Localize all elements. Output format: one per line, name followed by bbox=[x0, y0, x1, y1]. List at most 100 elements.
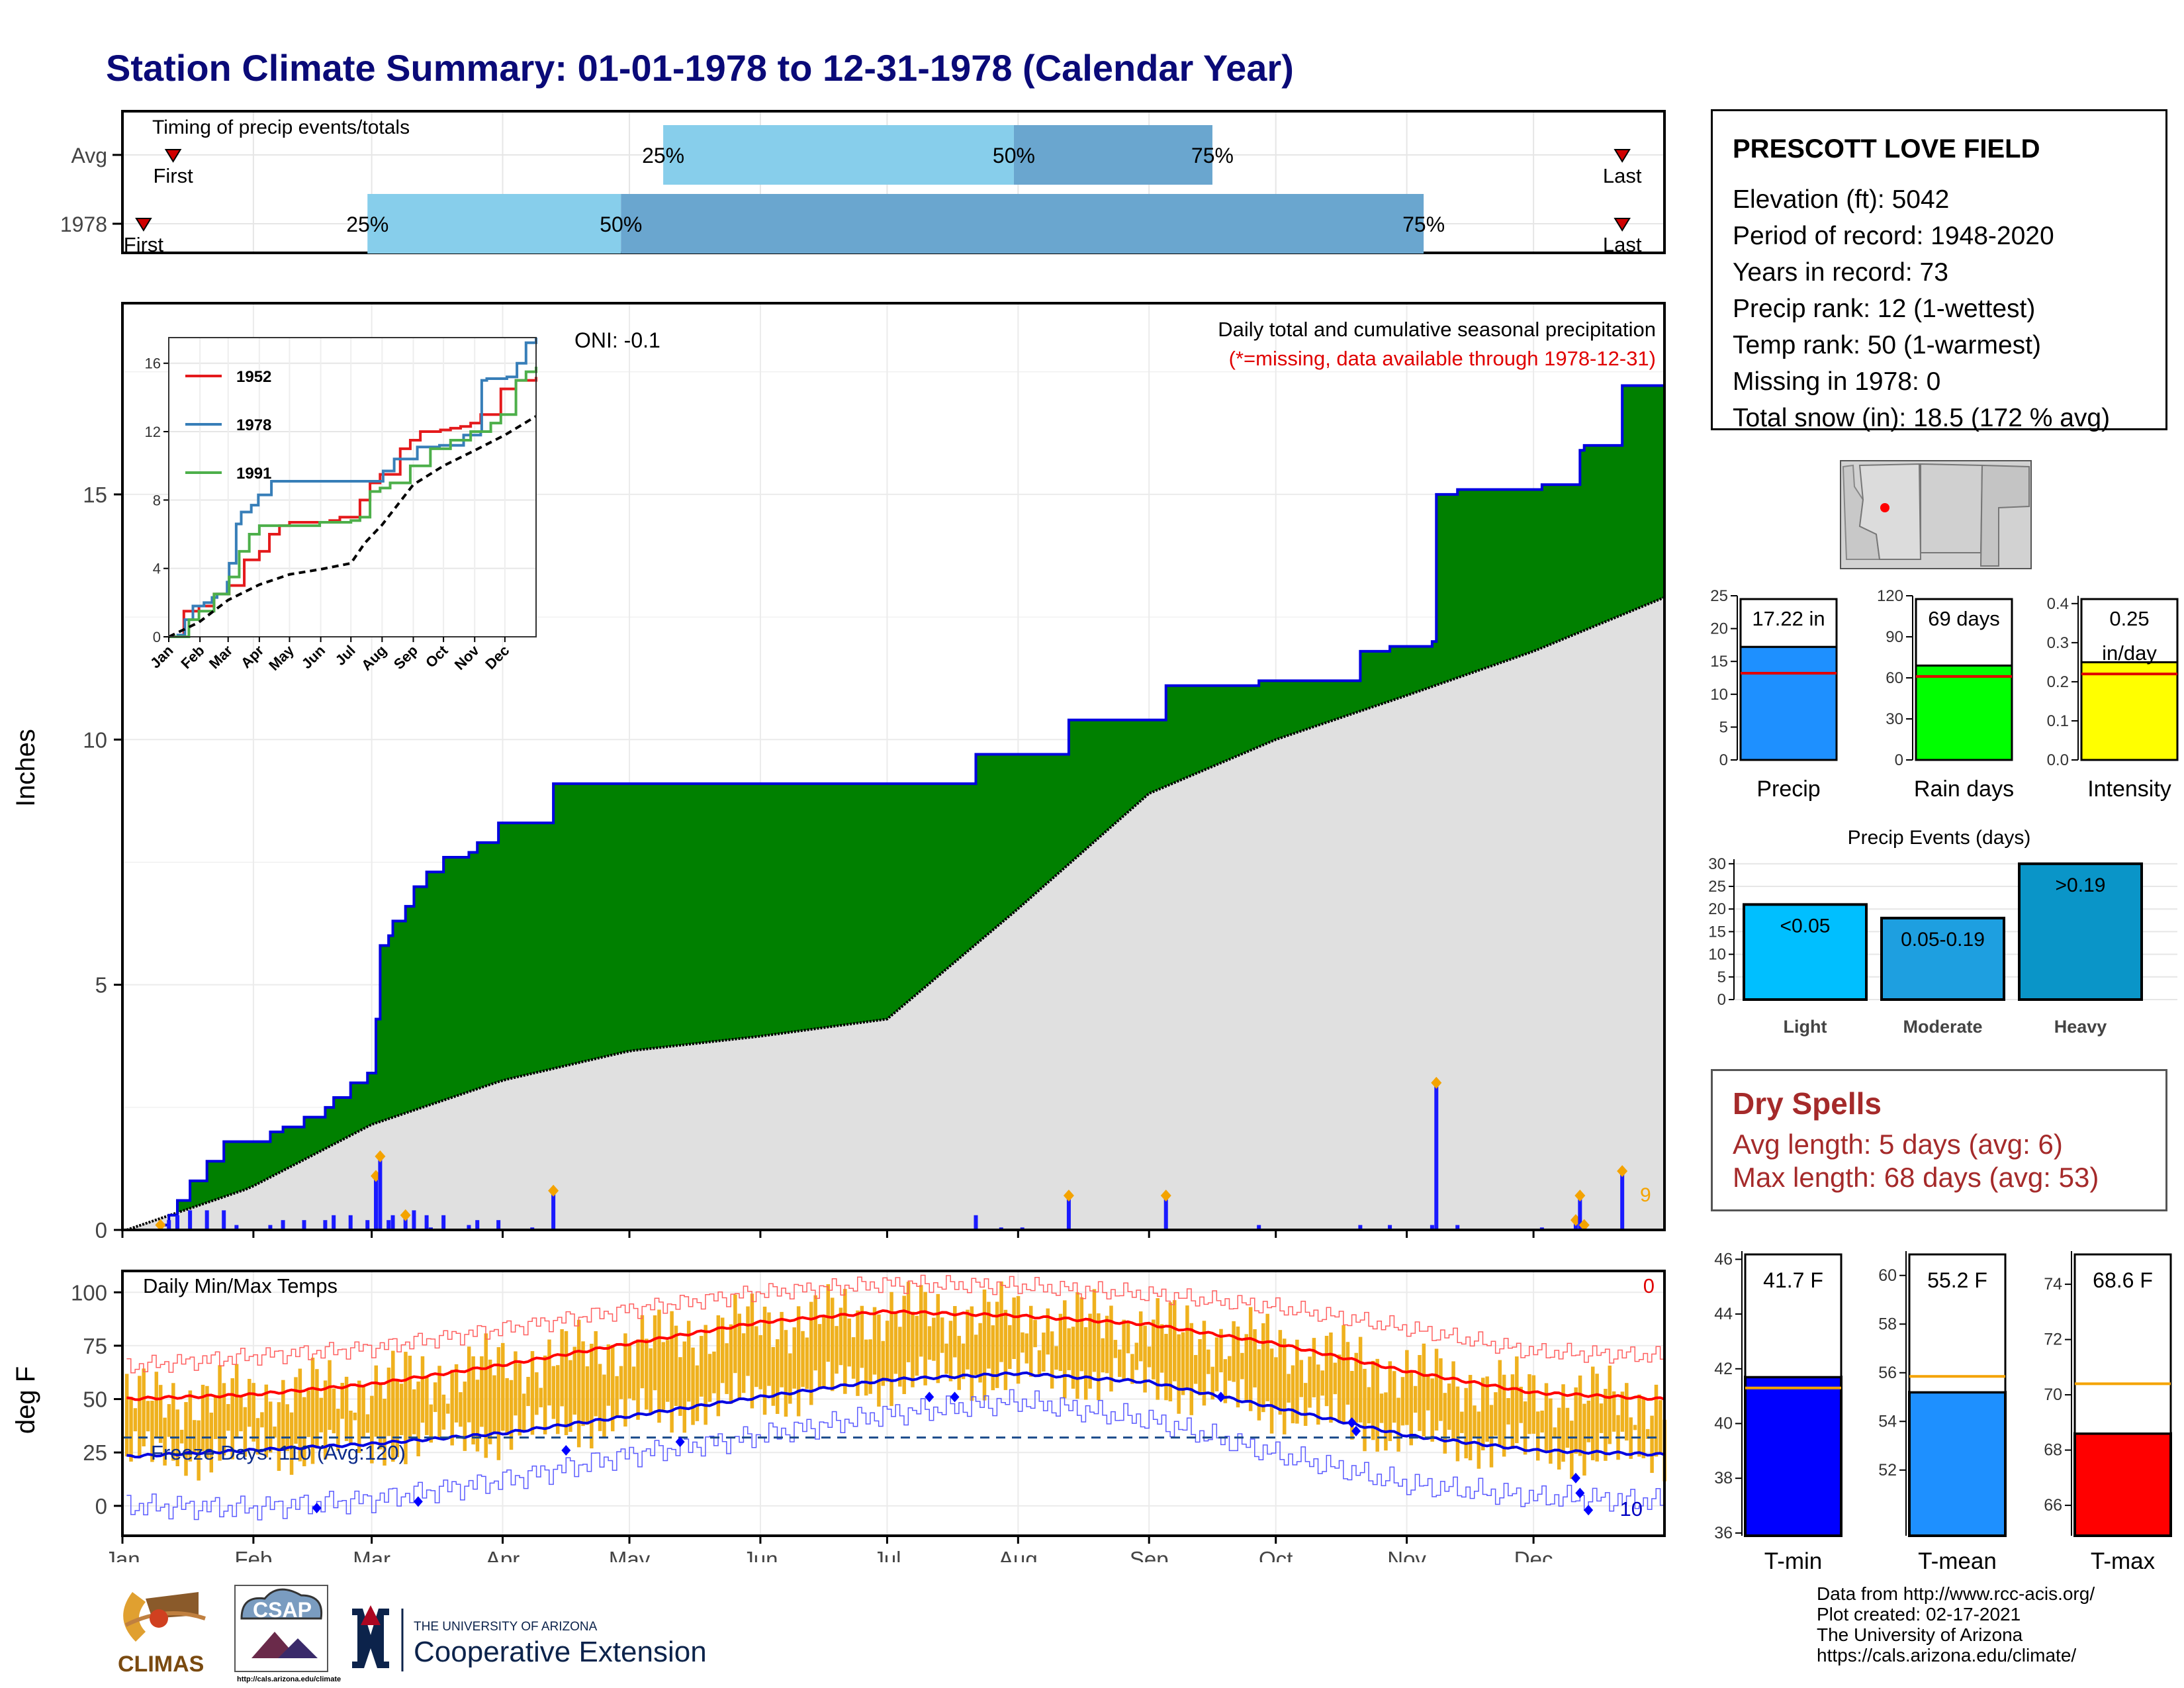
daily-temp-bar bbox=[1122, 1319, 1126, 1380]
events-ytick-label: 20 bbox=[1708, 900, 1726, 918]
daily-temp-bar bbox=[1473, 1405, 1477, 1438]
daily-precip-bar bbox=[348, 1215, 353, 1230]
inset-ytick-label: 12 bbox=[145, 424, 161, 440]
mini-bar-remainder bbox=[2080, 598, 2179, 663]
daily-temp-bar bbox=[1278, 1330, 1283, 1415]
daily-temp-bar bbox=[889, 1291, 893, 1407]
timing-panel: Timing of precip events/totals Avg 25% 50%… bbox=[60, 110, 1666, 256]
precip-events-chart: Precip Events (days) 0 5 10 15 20 25 30 <0.05 Li… bbox=[1708, 827, 2177, 1037]
dry-spells-box: Dry Spells Avg length: 5 days (avg: 6) M… bbox=[1711, 1069, 2167, 1211]
daily-precip-bar bbox=[1430, 1225, 1434, 1230]
events-bars: 0 5 10 15 20 25 30 <0.05 Light 0.05-0.19 Moderate >… bbox=[1708, 855, 2177, 1037]
daily-temp-bar bbox=[851, 1337, 856, 1379]
mini-bar-remainder bbox=[1915, 598, 2013, 667]
daily-temp-bar bbox=[1527, 1374, 1531, 1434]
events-ytick-label: 5 bbox=[1717, 968, 1726, 986]
tbar-ytick-label: 58 bbox=[1878, 1315, 1897, 1333]
daily-temp-bar bbox=[1033, 1319, 1037, 1348]
daily-precip-bar bbox=[167, 1220, 171, 1230]
temp-panel: deg F 0 25 50 75 100 Daily Min/Max Temps 0 F… bbox=[11, 1270, 1666, 1562]
daily-temp-bar bbox=[1333, 1362, 1338, 1395]
daily-temp-bar bbox=[678, 1357, 682, 1416]
daily-temp-bar bbox=[576, 1319, 581, 1448]
temp-frame bbox=[121, 1270, 1666, 1537]
daily-temp-bar bbox=[1549, 1398, 1553, 1464]
precip-panel: Inches 0 5 10 15 ONI: -0.1 Daily total and … bbox=[11, 302, 1666, 1238]
dry-spells-max: Max length: 68 days (avg: 53) bbox=[1733, 1162, 2099, 1193]
daily-temp-bar bbox=[1071, 1327, 1075, 1389]
daily-temp-bar bbox=[387, 1367, 391, 1436]
events-category-label: Heavy bbox=[2054, 1017, 2107, 1037]
daily-temp-bar bbox=[496, 1347, 501, 1460]
mini-value-label: 69 days bbox=[1928, 607, 2000, 630]
daily-temp-bar bbox=[1206, 1349, 1210, 1374]
tbar-category-label: T-mean bbox=[1918, 1548, 1997, 1574]
daily-temp-bar bbox=[1198, 1338, 1202, 1396]
tbar-ytick-label: 40 bbox=[1714, 1414, 1733, 1432]
tbar-ytick-label: 60 bbox=[1878, 1266, 1897, 1285]
timing-bar-25-50 bbox=[663, 125, 1014, 185]
daily-temp-bar bbox=[1418, 1354, 1422, 1431]
mini-ytick-label: 0 bbox=[1895, 751, 1903, 769]
credit-url: https://cals.arizona.edu/climate/ bbox=[1817, 1645, 2077, 1665]
daily-temp-bar bbox=[1659, 1400, 1662, 1454]
daily-temp-bar bbox=[1097, 1313, 1101, 1401]
daily-precip-bar bbox=[1388, 1225, 1392, 1230]
daily-temp-bar bbox=[1523, 1401, 1527, 1455]
daily-temp-bar bbox=[1629, 1417, 1633, 1459]
daily-temp-bar bbox=[1287, 1374, 1291, 1403]
daily-precip-bar bbox=[1358, 1225, 1363, 1230]
daily-temp-bar bbox=[982, 1289, 987, 1401]
daily-temp-bar bbox=[1481, 1378, 1485, 1450]
daily-temp-bar bbox=[805, 1337, 809, 1389]
daily-temp-bar bbox=[1637, 1394, 1641, 1457]
daily-temp-bar bbox=[1075, 1292, 1079, 1399]
daily-temp-bar bbox=[1434, 1348, 1439, 1431]
timing-p25-label: 25% bbox=[642, 144, 684, 167]
daily-temp-bar bbox=[801, 1331, 805, 1387]
daily-temp-bar bbox=[124, 1374, 129, 1457]
daily-temp-bar bbox=[391, 1350, 395, 1462]
daily-temp-bar bbox=[146, 1401, 150, 1432]
daily-temp-bar bbox=[1113, 1340, 1118, 1358]
daily-precip-bar bbox=[205, 1210, 209, 1230]
daily-precip-bar bbox=[268, 1225, 273, 1230]
daily-temp-bar bbox=[940, 1317, 944, 1353]
snow-marker bbox=[1160, 1190, 1171, 1202]
daily-temp-bar bbox=[404, 1352, 408, 1464]
daily-temp-bar bbox=[1578, 1375, 1582, 1456]
daily-temp-bar bbox=[315, 1369, 319, 1449]
cumulative-precip-line bbox=[126, 384, 1664, 1231]
daily-temp-bar bbox=[1574, 1387, 1578, 1454]
logos: CLIMAS CSAP http://cals.arizona.edu/clim… bbox=[113, 1582, 707, 1683]
mini-ytick-label: 0.2 bbox=[2047, 673, 2069, 691]
daily-temp-bar bbox=[610, 1344, 615, 1432]
tbar-ytick-label: 70 bbox=[2044, 1385, 2062, 1404]
daily-temp-bar bbox=[598, 1364, 602, 1431]
record-low-marker bbox=[561, 1444, 571, 1456]
daily-temp-bar bbox=[817, 1324, 822, 1389]
daily-precip-bar bbox=[323, 1220, 328, 1230]
daily-temp-bar bbox=[788, 1353, 792, 1404]
daily-temp-bar bbox=[1156, 1298, 1160, 1400]
daily-temp-bar bbox=[163, 1417, 167, 1466]
daily-temp-bar bbox=[784, 1330, 788, 1417]
station-elevation: Elevation (ft): 5042 bbox=[1733, 185, 1950, 214]
mini-ytick-label: 90 bbox=[1886, 628, 1903, 646]
daily-temp-bar bbox=[1422, 1343, 1426, 1436]
tbar-ytick-label: 38 bbox=[1714, 1469, 1733, 1487]
daily-temp-bar bbox=[1337, 1354, 1342, 1423]
daily-temp-bar bbox=[133, 1408, 138, 1432]
precip-subtitle: Daily total and cumulative seasonal prec… bbox=[1218, 318, 1656, 341]
daily-temp-bar bbox=[1210, 1366, 1214, 1400]
mini-bar bbox=[1739, 645, 1838, 761]
tbar-category-label: T-max bbox=[2091, 1548, 2156, 1574]
daily-temp-bar bbox=[1363, 1368, 1367, 1452]
tbar-value-label: 68.6 F bbox=[2093, 1268, 2153, 1292]
inset-series-line bbox=[169, 366, 537, 638]
daily-temp-bar bbox=[142, 1368, 146, 1447]
daily-temp-bar bbox=[129, 1397, 133, 1462]
daily-temp-bar bbox=[645, 1338, 649, 1410]
daily-temp-bar bbox=[138, 1376, 142, 1459]
daily-temp-bar bbox=[733, 1294, 737, 1374]
